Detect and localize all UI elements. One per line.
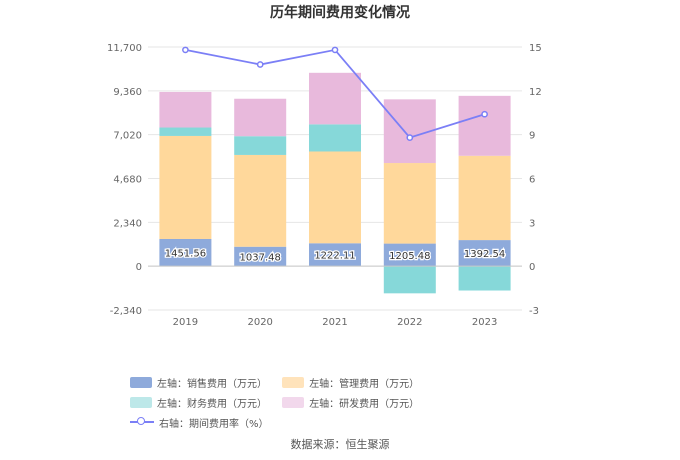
bar-segment bbox=[234, 154, 287, 247]
rate-point bbox=[256, 61, 264, 68]
legend-item-rd[interactable]: 左轴：研发费用（万元） bbox=[282, 396, 420, 410]
bar-segment bbox=[309, 72, 361, 125]
legend-label: 右轴：期间费用率（%） bbox=[159, 418, 269, 430]
bar-segment bbox=[458, 155, 511, 241]
legend-item-admin[interactable]: 左轴：管理费用（万元） bbox=[282, 376, 420, 390]
x-tick-label: 2022 bbox=[397, 317, 422, 328]
x-tick-label: 2023 bbox=[472, 317, 497, 328]
legend-label: 左轴：财务费用（万元） bbox=[157, 398, 267, 410]
right-tick-label: 6 bbox=[529, 175, 535, 186]
bar-data-label: 1451.56 bbox=[165, 249, 206, 260]
bar-segment bbox=[234, 246, 287, 267]
legend-label: 左轴：研发费用（万元） bbox=[309, 398, 420, 410]
left-tick-label: 4,680 bbox=[113, 175, 142, 186]
bar-segment bbox=[159, 127, 212, 136]
right-tick-label: 9 bbox=[529, 131, 535, 142]
x-tick-label: 2021 bbox=[322, 317, 347, 328]
bar-segment bbox=[234, 136, 287, 155]
rate-point bbox=[182, 46, 189, 54]
data-source: 数据来源：恒生聚源 bbox=[290, 438, 390, 451]
right-tick-label: 0 bbox=[529, 262, 535, 273]
bar-segment bbox=[159, 135, 212, 239]
left-tick-label: 0 bbox=[136, 262, 142, 273]
left-tick-label: 2,340 bbox=[113, 218, 142, 229]
bar-data-label: 1222.11 bbox=[314, 251, 355, 262]
bar-segment bbox=[159, 238, 212, 267]
bar-segment bbox=[383, 266, 436, 294]
bar-data-label: 1205.48 bbox=[389, 251, 430, 262]
rate-point bbox=[406, 134, 414, 141]
legend-label: 左轴：管理费用（万元） bbox=[309, 378, 420, 390]
legend-item-sales[interactable]: 左轴：销售费用（万元） bbox=[130, 376, 267, 390]
legend: 左轴：销售费用（万元） 左轴：管理费用（万元） 左轴：财务费用（万元） 左轴：研… bbox=[130, 376, 560, 436]
right-axis-ticks: -3 0 3 6 9 12 15 bbox=[529, 43, 542, 317]
legend-line-marker-icon bbox=[130, 416, 154, 428]
left-tick-label: 11,700 bbox=[107, 43, 142, 54]
legend-item-rate[interactable]: 右轴：期间费用率（%） bbox=[130, 416, 269, 430]
bar-series bbox=[159, 72, 511, 294]
bar-segment bbox=[458, 240, 511, 267]
left-tick-label: -2,340 bbox=[110, 306, 142, 317]
right-tick-label: 3 bbox=[529, 218, 535, 229]
x-tick-label: 2020 bbox=[247, 317, 272, 328]
legend-swatch bbox=[130, 376, 152, 388]
rate-line bbox=[182, 46, 488, 141]
left-axis-ticks: -2,340 0 2,340 4,680 7,020 9,360 11,700 bbox=[107, 43, 142, 317]
left-tick-label: 7,020 bbox=[113, 131, 142, 142]
bar-segment bbox=[309, 124, 361, 152]
right-tick-label: -3 bbox=[529, 306, 539, 317]
bar-segment bbox=[309, 151, 361, 244]
bar-segment bbox=[383, 163, 436, 244]
x-tick-label: 2019 bbox=[173, 317, 198, 328]
bar-segment bbox=[309, 243, 361, 267]
bar-segment bbox=[234, 98, 287, 137]
bar-segment bbox=[383, 99, 436, 164]
bar-segment bbox=[159, 91, 212, 128]
legend-label: 左轴：销售费用（万元） bbox=[157, 378, 267, 390]
legend-swatch bbox=[282, 396, 305, 408]
legend-item-finance[interactable]: 左轴：财务费用（万元） bbox=[130, 396, 267, 410]
right-tick-label: 15 bbox=[529, 43, 542, 54]
rate-point bbox=[481, 110, 488, 118]
rate-point bbox=[331, 46, 339, 54]
bar-segment bbox=[383, 243, 436, 267]
chart-title: 历年期间费用变化情况 bbox=[270, 4, 410, 21]
data-labels: 1451.56 1037.48 1222.11 1205.48 1392.54 bbox=[163, 247, 506, 264]
right-tick-label: 12 bbox=[529, 87, 542, 98]
bar-data-label: 1392.54 bbox=[464, 249, 505, 260]
bar-segment bbox=[458, 95, 511, 156]
legend-swatch bbox=[282, 376, 305, 388]
bar-data-label: 1037.48 bbox=[240, 252, 281, 263]
legend-swatch bbox=[130, 396, 152, 408]
left-tick-label: 9,360 bbox=[113, 87, 142, 98]
bar-segment bbox=[458, 266, 511, 291]
x-axis: 2019 2020 2021 2022 2023 bbox=[148, 265, 522, 328]
